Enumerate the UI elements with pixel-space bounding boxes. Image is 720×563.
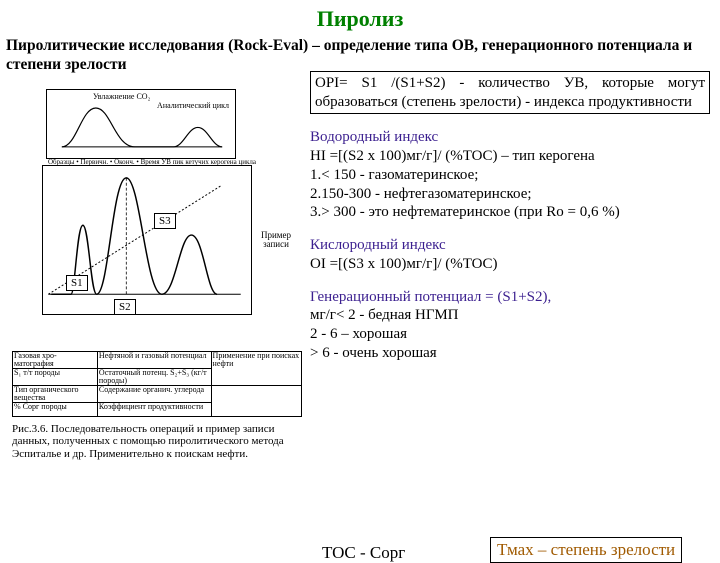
hi-head: Водородный индекс xyxy=(310,129,438,145)
gp-item-3: > 6 - очень хорошая xyxy=(310,345,437,361)
s1-badge: S1 xyxy=(66,275,88,291)
figure-caption: Рис.3.6. Последовательность операций и п… xyxy=(12,423,312,461)
gp-block: Генерационный потенциал = (S1+S2), мг/г<… xyxy=(310,288,710,363)
tmax-box: Тмах – степень зрелости xyxy=(490,537,682,563)
rock-eval-diagram: Увлажнение СО₂ Аналитический цикл Образц… xyxy=(6,81,296,341)
text-column: OPI= S1 /(S1+S2) - количество УВ, которы… xyxy=(310,63,710,363)
page-title: Пиролиз xyxy=(0,0,720,32)
tmax-text: Тмах – степень зрелости xyxy=(497,540,675,559)
peaks-svg xyxy=(43,166,251,314)
opi-box: OPI= S1 /(S1+S2) - количество УВ, которы… xyxy=(310,71,710,115)
content-area: Увлажнение СО₂ Аналитический цикл Образц… xyxy=(0,75,720,545)
hi-item-2: 2.150-300 - нефтегазоматеринское; xyxy=(310,186,532,202)
diagram-bottom-table: Газовая хро- матографияНефтяной и газовы… xyxy=(12,351,302,417)
oi-head: Кислородный индекс xyxy=(310,237,446,253)
gp-head: Генерационный потенциал = (S1+S2), xyxy=(310,289,551,305)
oi-block: Кислородный индекс OI =[(S3 x 100)мг/г]/… xyxy=(310,236,710,274)
gp-item-1: мг/г< 2 - бедная НГМП xyxy=(310,307,459,323)
s3-badge: S3 xyxy=(154,213,176,229)
gp-item-2: 2 - 6 – хорошая xyxy=(310,326,407,342)
upper-inset: Увлажнение СО₂ Аналитический цикл xyxy=(46,89,236,159)
s2-badge: S2 xyxy=(114,299,136,315)
co2-label: Увлажнение СО₂ xyxy=(93,92,150,101)
peaks-frame xyxy=(42,165,252,315)
sample-record-label: Пример записи xyxy=(254,231,298,249)
hi-item-1: 1.< 150 - газоматеринское; xyxy=(310,167,478,183)
oi-formula: OI =[(S3 x 100)мг/г]/ (%TOC) xyxy=(310,256,497,272)
cycle-label: Аналитический цикл xyxy=(157,102,229,110)
figure-column: Увлажнение СО₂ Аналитический цикл Образц… xyxy=(6,75,306,341)
hi-formula: HI =[(S2 x 100)мг/г]/ (%TOC) – тип керог… xyxy=(310,148,595,164)
hi-block: Водородный индекс HI =[(S2 x 100)мг/г]/ … xyxy=(310,128,710,222)
toc-label: TOC - Сорг xyxy=(322,543,405,563)
hi-item-3: 3.> 300 - это нефтематеринское (при Ro =… xyxy=(310,204,620,220)
